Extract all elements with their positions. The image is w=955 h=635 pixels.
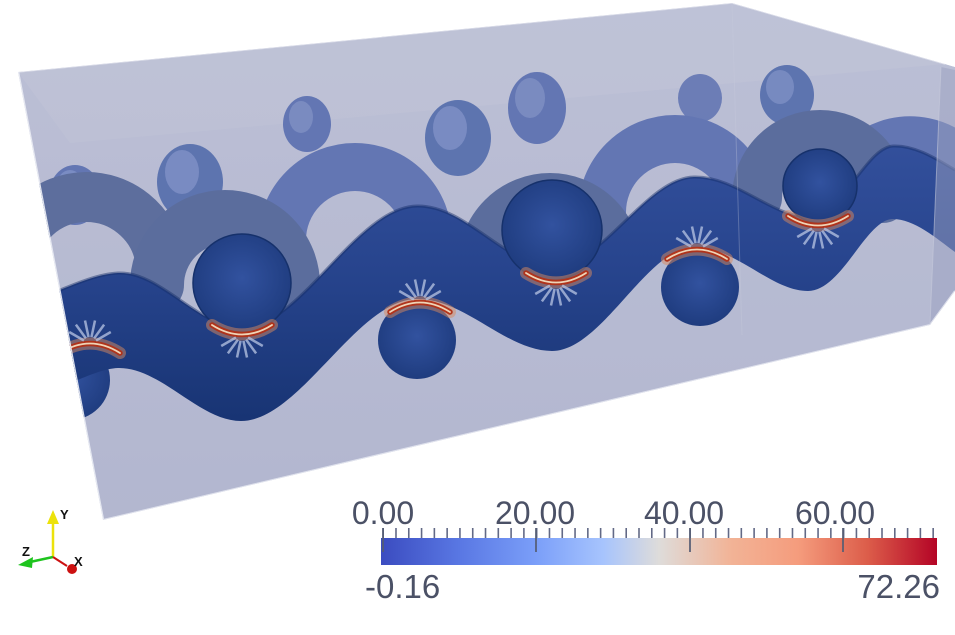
z-axis-label: Z (22, 544, 30, 559)
tick-mark (247, 336, 264, 348)
tick-mark (818, 231, 825, 249)
weft-section-high-2 (501, 179, 603, 281)
scalar-bar-min-label: -0.16 (365, 568, 440, 605)
weft-section-low-2 (378, 301, 456, 379)
hotspot-arc (525, 272, 587, 284)
tick-mark (95, 330, 112, 342)
hotspot-arc (211, 324, 273, 336)
tick-mark (226, 338, 239, 355)
x-axis-arrow-icon (67, 564, 77, 574)
tick-mark (404, 282, 417, 299)
tick-mark (559, 286, 572, 303)
tick-mark (811, 231, 818, 249)
weft-section-high-1 (192, 233, 292, 333)
tick-mark (420, 279, 427, 297)
front-cut-yarns (29, 144, 955, 422)
tick-mark (245, 338, 258, 355)
tick-mark (74, 323, 87, 340)
tick-mark (556, 288, 563, 306)
z-axis-arrow-icon (18, 557, 33, 568)
box-right-face (930, 67, 955, 325)
tick-mark (802, 229, 815, 246)
tick-mark (398, 289, 415, 301)
tick-mark (675, 236, 692, 248)
tick-mark (90, 320, 97, 338)
scalar-bar[interactable]: 0.00 20.00 40.00 60.00 -0.16 72.26 (352, 495, 940, 605)
hotspot-arc (787, 215, 849, 227)
tick-mark (425, 289, 442, 301)
tick-mark (796, 227, 813, 239)
tick-mark (93, 323, 106, 340)
x-axis-line (52, 556, 68, 567)
tick-mark (700, 229, 713, 246)
tick-mark (534, 284, 551, 296)
tick-mark (561, 284, 578, 296)
scalar-bar-tick-label-0: 0.00 (352, 495, 414, 531)
warp-yarn-wave (30, 145, 955, 422)
scalar-bar-tick-label-1: 20.00 (495, 495, 575, 531)
tick-mark (549, 288, 556, 306)
tick-mark (220, 336, 237, 348)
x-axis-label: X (74, 554, 83, 569)
tick-mark (821, 229, 834, 246)
z-axis-line (29, 555, 54, 564)
box-top-face (18, 3, 945, 143)
hotspot-arc (389, 301, 451, 313)
scalar-bar-ticks (382, 528, 934, 552)
tick-mark (681, 229, 694, 246)
scalar-bar-gradient[interactable] (381, 538, 937, 565)
tick-mark (413, 279, 420, 297)
orientation-axes-widget: Y Z X (18, 507, 83, 574)
scalar-bar-max-label: 72.26 (857, 568, 940, 605)
tick-mark (83, 320, 90, 338)
y-axis-arrow-icon (47, 510, 59, 524)
tick-mark (702, 236, 719, 248)
tick-mark (823, 227, 840, 239)
scalar-bar-tick-label-3: 60.00 (795, 495, 875, 531)
weft-section-low-3 (661, 248, 739, 326)
hotspot-arc (666, 248, 728, 260)
tick-mark (242, 340, 249, 358)
tick-mark (540, 286, 553, 303)
stress-hotspots (54, 210, 854, 359)
tick-mark (423, 282, 436, 299)
scalar-bar-tick-label-2: 40.00 (644, 495, 724, 531)
tick-mark (68, 330, 85, 342)
tick-mark (690, 226, 697, 244)
tick-mark (235, 340, 242, 358)
y-axis-label: Y (60, 507, 69, 522)
tick-mark (697, 226, 704, 244)
